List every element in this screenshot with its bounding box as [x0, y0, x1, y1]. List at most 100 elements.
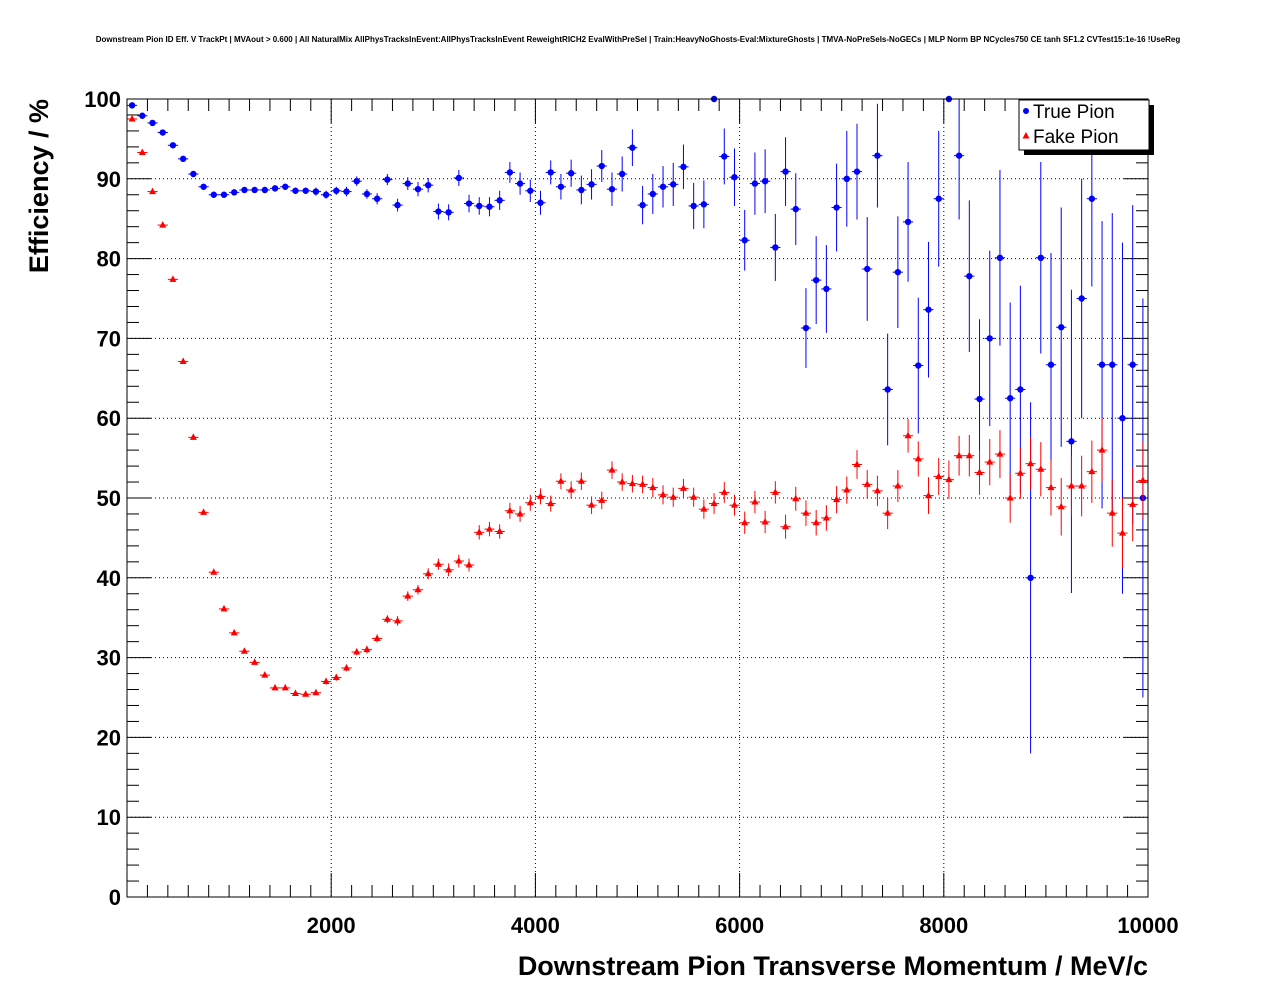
data-point [976, 468, 984, 475]
data-point [639, 480, 647, 487]
data-point [1027, 574, 1034, 581]
data-point [894, 268, 902, 276]
x-tick-label: 8000 [919, 913, 968, 938]
data-point [424, 569, 432, 577]
data-point [924, 491, 932, 499]
data-point [812, 518, 820, 526]
data-point [1078, 295, 1085, 302]
data-point [731, 174, 738, 181]
data-point [537, 492, 545, 499]
data-point [1119, 415, 1126, 422]
data-point [864, 265, 871, 273]
data-point [547, 169, 554, 176]
data-point [1037, 254, 1044, 262]
data-point [292, 187, 299, 194]
data-point [588, 501, 596, 508]
data-point [1139, 476, 1147, 483]
data-point [792, 494, 800, 502]
data-point [1088, 467, 1096, 475]
data-point [639, 201, 646, 209]
data-point [384, 176, 391, 183]
data-point [843, 486, 851, 493]
data-point [240, 647, 248, 654]
y-tick-label: 10 [97, 805, 121, 830]
data-point [475, 528, 483, 535]
data-point [761, 517, 769, 525]
data-point [465, 200, 473, 207]
data-point [363, 190, 371, 198]
data-point [179, 357, 187, 365]
data-point [904, 218, 912, 226]
data-point [312, 188, 320, 195]
data-point [241, 186, 248, 194]
data-point [976, 395, 983, 403]
data-point [884, 386, 891, 393]
data-point [567, 170, 575, 177]
data-point [230, 628, 238, 636]
x-tick-label: 4000 [511, 913, 560, 938]
data-point [700, 201, 708, 208]
y-tick-label: 40 [97, 566, 121, 591]
data-point [220, 604, 228, 612]
data-point [1027, 459, 1035, 467]
data-point [863, 480, 871, 487]
data-point [618, 170, 626, 178]
data-point [537, 199, 544, 206]
data-point [598, 496, 606, 503]
data-point [751, 497, 759, 505]
data-point [210, 191, 217, 198]
data-point [332, 673, 340, 681]
data-point [506, 506, 514, 514]
data-point [679, 484, 687, 491]
series-true-pion [127, 95, 1148, 754]
x-axis-label: Downstream Pion Transverse Momentum / Me… [518, 951, 1148, 981]
data-point [874, 152, 881, 159]
data-point [394, 616, 402, 624]
y-tick-label: 60 [97, 406, 121, 431]
data-point [1006, 494, 1014, 501]
data-point [1109, 361, 1116, 368]
data-point [741, 237, 748, 244]
data-point [200, 508, 208, 515]
data-point [261, 671, 269, 678]
data-point [414, 585, 422, 593]
data-point [659, 183, 667, 190]
x-tick-label: 2000 [307, 913, 356, 938]
data-point [782, 168, 789, 175]
data-point [935, 195, 942, 202]
data-point [322, 191, 330, 198]
y-tick-label: 0 [109, 885, 121, 910]
data-point [608, 466, 616, 473]
data-point [1067, 482, 1075, 489]
data-point [915, 362, 922, 369]
data-point [394, 201, 401, 209]
data-point [516, 509, 524, 517]
data-point [772, 244, 779, 251]
data-point [894, 482, 902, 489]
data-point [782, 522, 790, 530]
data-point [455, 174, 463, 182]
data-point [1006, 395, 1014, 402]
data-point [649, 190, 657, 198]
data-point [220, 191, 228, 198]
legend-label: Fake Pion [1033, 127, 1119, 148]
legend-label: True Pion [1033, 102, 1115, 123]
data-point [516, 180, 524, 187]
data-point [802, 324, 810, 332]
data-point [434, 560, 442, 567]
data-point [1058, 324, 1065, 331]
data-point [291, 689, 299, 697]
data-point [649, 483, 657, 491]
data-point [139, 112, 146, 119]
y-tick-label: 70 [97, 326, 121, 351]
data-point [261, 186, 269, 194]
data-point [1108, 509, 1116, 516]
data-point [823, 285, 830, 293]
data-point [373, 195, 381, 202]
data-point [486, 203, 493, 210]
data-point [730, 501, 738, 508]
series-fake-pion [127, 114, 1148, 697]
data-point [445, 209, 452, 216]
data-point [669, 493, 677, 500]
data-point [1016, 469, 1024, 476]
